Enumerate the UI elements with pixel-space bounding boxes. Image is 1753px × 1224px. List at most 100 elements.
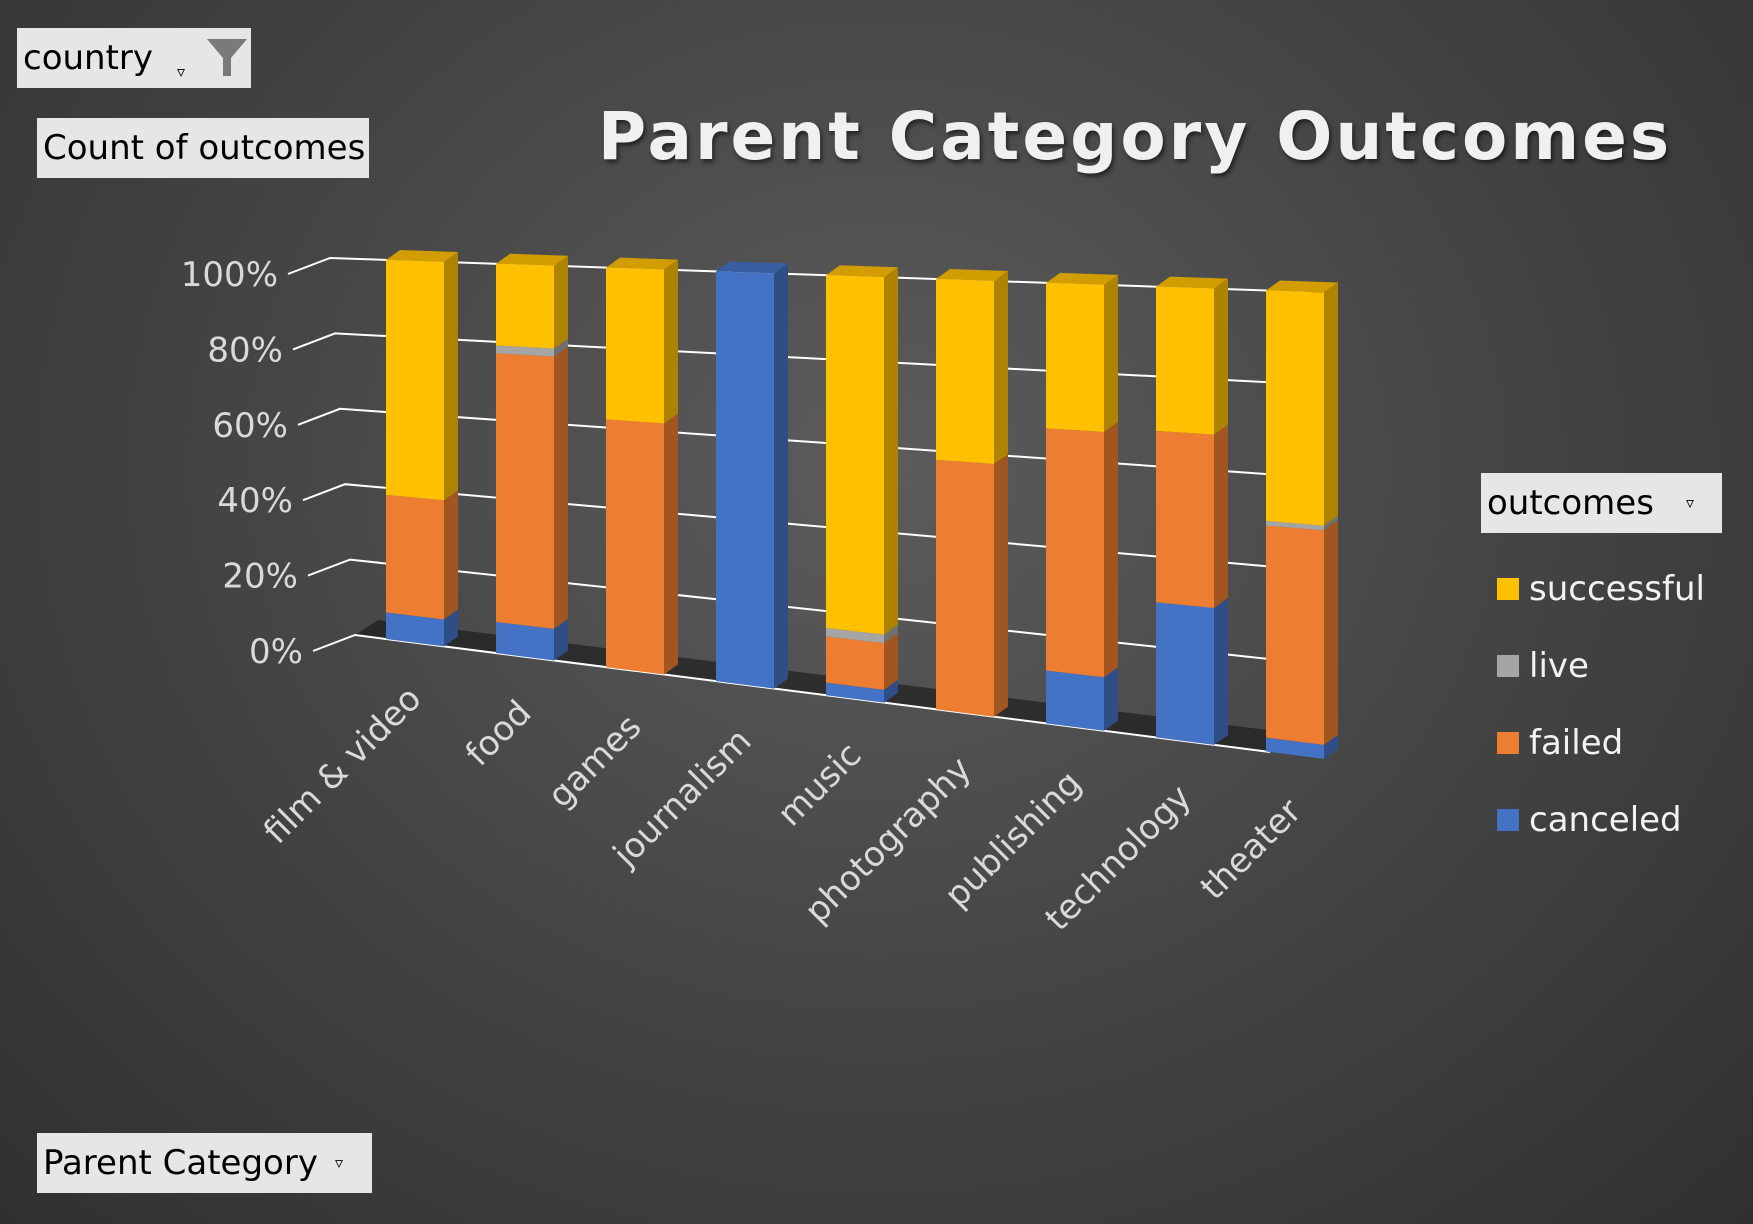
- bar-side: [884, 624, 898, 644]
- bar-side: [664, 259, 678, 424]
- bar-segment-canceled: [1156, 602, 1214, 745]
- bar-segment-failed: [386, 494, 444, 620]
- y-tick-label: 80%: [207, 330, 283, 370]
- bar-side: [1214, 278, 1228, 435]
- bar-top: [1046, 272, 1118, 285]
- bar-top: [386, 249, 458, 262]
- chart-title: Parent Category Outcomes: [597, 98, 1673, 175]
- bar-side: [884, 679, 898, 703]
- values-field-label: Count of outcomes: [43, 128, 366, 168]
- legend-label: successful: [1529, 568, 1705, 609]
- bar-top: [716, 261, 788, 274]
- bar-side: [1214, 597, 1228, 745]
- bar-side: [664, 413, 678, 675]
- bar-top: [826, 265, 898, 278]
- bar-side: [1104, 422, 1118, 678]
- axis-field-label: Parent Category: [43, 1143, 318, 1183]
- legend: successful live failed canceled: [1497, 550, 1705, 858]
- axis-field-button[interactable]: Parent Category ▿: [37, 1133, 372, 1193]
- x-category-label: film & video: [256, 679, 429, 852]
- bar-top: [1266, 280, 1338, 293]
- legend-swatch: [1497, 731, 1519, 754]
- bar-segment-failed: [826, 636, 884, 690]
- bar-top: [606, 257, 678, 270]
- bar-top: [1156, 276, 1228, 289]
- bar-segment-failed: [936, 459, 994, 717]
- legend-swatch: [1497, 654, 1519, 677]
- bar-segment-canceled: [1266, 737, 1324, 759]
- bar-side: [444, 251, 458, 501]
- bar-side: [444, 490, 458, 620]
- bar-segment-successful: [496, 263, 554, 349]
- values-field-button[interactable]: Count of outcomes: [37, 118, 369, 178]
- y-tick-label: 20%: [222, 557, 298, 597]
- legend-item-live: live: [1497, 627, 1705, 704]
- country-filter-label: country: [23, 38, 154, 78]
- legend-label: failed: [1529, 722, 1624, 763]
- legend-swatch: [1497, 577, 1519, 600]
- dropdown-arrow-icon: ▿: [177, 62, 186, 81]
- bar-side: [994, 271, 1008, 465]
- legend-label: canceled: [1529, 799, 1682, 840]
- bar-segment-failed: [1156, 430, 1214, 608]
- bar-side: [1324, 282, 1338, 526]
- bar-side: [1324, 515, 1338, 531]
- filter-icon: [207, 39, 247, 76]
- bar-segment-successful: [1156, 286, 1214, 435]
- bar-top: [496, 253, 568, 266]
- bar-side: [1104, 274, 1118, 433]
- bar-side: [1324, 734, 1338, 759]
- bar-segment-canceled: [496, 621, 554, 661]
- y-tick-label: 100%: [181, 255, 278, 295]
- bar-side: [774, 263, 788, 689]
- bar-side: [554, 346, 568, 629]
- bar-segment-successful: [1046, 282, 1104, 433]
- legend-label: live: [1529, 645, 1589, 686]
- bar-segment-failed: [1266, 525, 1324, 745]
- bar-side: [444, 609, 458, 647]
- bar-side: [1324, 520, 1338, 745]
- bar-segment-successful: [826, 275, 884, 635]
- bar-top: [936, 269, 1008, 282]
- bar-side: [994, 454, 1008, 717]
- bar-segment-live: [496, 345, 554, 357]
- bar-segment-successful: [1266, 290, 1324, 526]
- y-tick-label: 60%: [212, 406, 288, 446]
- bar-segment-canceled: [716, 271, 774, 689]
- y-tick-label: 0%: [249, 632, 303, 672]
- bars-layer: [386, 249, 1338, 759]
- gridline: [312, 633, 1271, 753]
- bar-side: [884, 267, 898, 635]
- bar-side: [554, 255, 568, 349]
- bar-side: [1214, 424, 1228, 608]
- legend-item-canceled: canceled: [1497, 781, 1705, 858]
- bar-side: [554, 618, 568, 661]
- bar-segment-successful: [936, 279, 994, 465]
- y-tick-label: 40%: [217, 481, 293, 521]
- bar-segment-failed: [496, 353, 554, 629]
- bar-segment-canceled: [386, 612, 444, 647]
- legend-field-label: outcomes: [1487, 483, 1654, 523]
- bar-segment-successful: [606, 267, 664, 424]
- bar-segment-canceled: [1046, 670, 1104, 731]
- bar-side: [1104, 667, 1118, 731]
- legend-swatch: [1497, 808, 1519, 831]
- bar-segment-failed: [1046, 428, 1104, 678]
- legend-item-successful: successful: [1497, 550, 1705, 627]
- bar-segment-failed: [606, 419, 664, 675]
- bar-segment-successful: [386, 259, 444, 501]
- x-category-label: games: [540, 707, 649, 816]
- bar-segment-live: [1266, 520, 1324, 531]
- legend-item-failed: failed: [1497, 704, 1705, 781]
- x-category-label: theater: [1193, 791, 1310, 908]
- legend-field-button[interactable]: outcomes ▿: [1481, 473, 1722, 533]
- x-category-label: music: [770, 735, 869, 834]
- x-category-label: food: [458, 693, 539, 774]
- bar-segment-live: [826, 628, 884, 644]
- dropdown-arrow-icon: ▿: [1686, 493, 1695, 512]
- bar-segment-canceled: [826, 682, 884, 703]
- country-filter-button[interactable]: country ▿: [17, 28, 251, 88]
- dropdown-arrow-icon: ▿: [335, 1153, 344, 1172]
- bar-side: [884, 633, 898, 690]
